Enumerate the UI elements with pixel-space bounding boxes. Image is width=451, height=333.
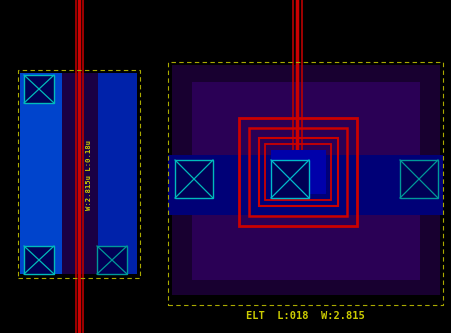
Bar xyxy=(62,73,98,274)
Bar xyxy=(168,155,442,215)
Bar xyxy=(239,118,356,226)
Text: ELT  L:018  W:2.815: ELT L:018 W:2.815 xyxy=(245,311,364,321)
Bar xyxy=(258,138,337,206)
Bar xyxy=(175,160,212,198)
Bar xyxy=(175,160,212,198)
Bar xyxy=(168,62,442,305)
Bar xyxy=(271,150,325,194)
Bar xyxy=(24,75,54,103)
Bar xyxy=(20,73,67,274)
Bar xyxy=(192,82,419,280)
Bar xyxy=(97,246,127,274)
Bar xyxy=(24,75,54,103)
Bar xyxy=(271,160,308,198)
Bar xyxy=(24,246,54,274)
Bar xyxy=(97,246,127,274)
Bar xyxy=(271,160,308,198)
Bar xyxy=(399,160,437,198)
Bar xyxy=(264,144,330,200)
Bar xyxy=(18,70,140,278)
Bar xyxy=(249,128,346,216)
Bar xyxy=(93,73,137,274)
Bar xyxy=(172,65,439,295)
Bar xyxy=(24,246,54,274)
Bar xyxy=(399,160,437,198)
Text: W:2.815u L:0.18u: W:2.815u L:0.18u xyxy=(86,140,92,210)
